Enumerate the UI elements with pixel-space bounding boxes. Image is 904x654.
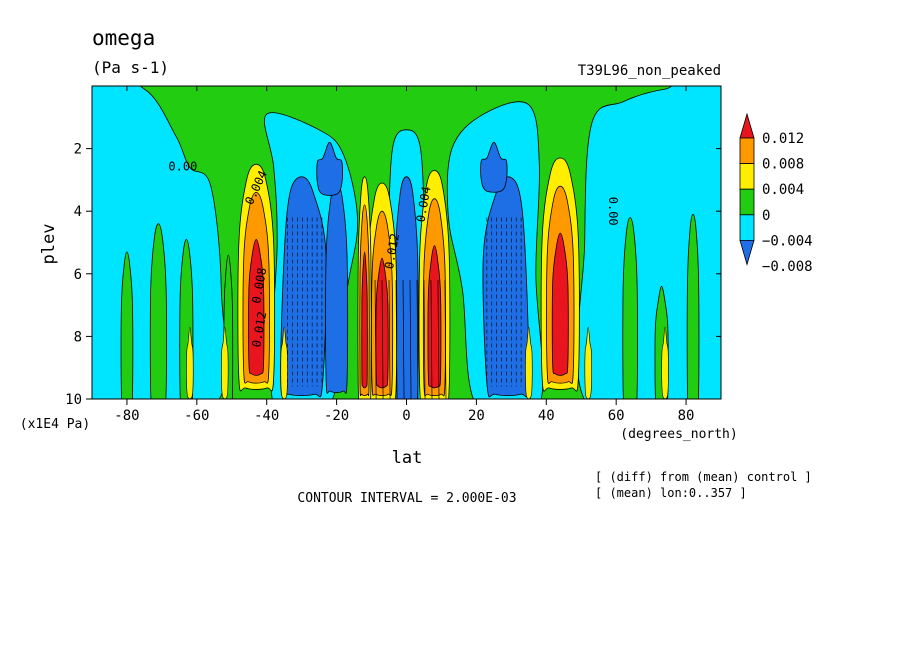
x-tick-label: 20 bbox=[468, 408, 485, 424]
contour-blue-column bbox=[394, 176, 419, 399]
contour-line bbox=[444, 280, 447, 399]
colorbar: 0.012 0.008 0.004 0 −0.004 −0.008 bbox=[739, 112, 813, 275]
contour-red-column bbox=[361, 251, 368, 389]
colorbar-tick-label: −0.008 bbox=[762, 259, 813, 275]
y-axis-units: (x1E4 Pa) bbox=[20, 417, 90, 432]
contour-blue-column bbox=[482, 176, 530, 398]
contour-line bbox=[395, 280, 398, 399]
colorbar-segment bbox=[739, 137, 755, 165]
plot-area bbox=[92, 86, 721, 399]
contour-interval-text: CONTOUR INTERVAL = 2.000E-03 bbox=[297, 491, 516, 506]
y-axis-title: plev bbox=[39, 224, 59, 265]
contour-red-column bbox=[375, 257, 389, 389]
contour-value-label: 0.008 bbox=[249, 267, 269, 305]
contour-green-column bbox=[120, 251, 134, 399]
chart-units: (Pa s-1) bbox=[92, 58, 169, 77]
y-tick-label: 2 bbox=[74, 142, 82, 158]
contour-line bbox=[409, 280, 412, 399]
x-tick-label: -20 bbox=[324, 408, 349, 424]
contour-value-label: 0.012 bbox=[382, 232, 402, 270]
chart-title: omega bbox=[92, 26, 155, 50]
y-tick-label: 6 bbox=[74, 267, 82, 283]
note-mean: [ (mean) lon:0..357 ] bbox=[595, 486, 747, 500]
x-tick-label: -60 bbox=[184, 408, 209, 424]
x-tick-label: 0 bbox=[402, 408, 410, 424]
contour-line bbox=[388, 280, 391, 399]
contour-fill-layer bbox=[92, 86, 721, 399]
contour-line bbox=[430, 280, 433, 399]
colorbar-tick-label: 0.008 bbox=[762, 157, 804, 173]
x-axis-title: lat bbox=[392, 448, 423, 468]
contour-blue-column bbox=[316, 141, 343, 196]
contour-line bbox=[416, 280, 419, 399]
colorbar-top-arrow bbox=[739, 112, 755, 139]
note-diff: [ (diff) from (mean) control ] bbox=[595, 470, 812, 484]
contour-value-label: 0.00 bbox=[168, 160, 197, 174]
x-tick-label: -40 bbox=[254, 408, 279, 424]
contour-line bbox=[374, 280, 377, 399]
contour-value-label: 0.012 bbox=[249, 310, 269, 348]
x-tick-label: -80 bbox=[114, 408, 139, 424]
colorbar-tick-label: 0.004 bbox=[762, 182, 804, 198]
colorbar-segment bbox=[739, 214, 755, 241]
contour-blue-column bbox=[325, 182, 349, 394]
y-tick-label: 8 bbox=[74, 329, 82, 345]
run-label: T39L96_non_peaked bbox=[578, 63, 721, 79]
contour-line bbox=[381, 280, 384, 399]
colorbar-tick-label: 0.012 bbox=[762, 131, 804, 147]
colorbar-bottom-arrow bbox=[739, 240, 755, 266]
contour-red-column bbox=[551, 232, 569, 376]
y-tick-label: 4 bbox=[74, 204, 82, 220]
x-tick-label: 60 bbox=[608, 408, 625, 424]
colorbar-tick-label: −0.004 bbox=[762, 233, 813, 249]
y-tick-label: 10 bbox=[65, 392, 82, 408]
contour-red-column bbox=[248, 238, 265, 376]
contour-value-label: 0.004 bbox=[413, 185, 433, 223]
contour-green-column bbox=[622, 217, 638, 399]
colorbar-tick-label: 0 bbox=[762, 208, 770, 224]
contour-blue-column bbox=[480, 141, 508, 193]
contour-blue-column bbox=[280, 176, 327, 398]
contour-line bbox=[402, 280, 405, 399]
contour-line bbox=[423, 280, 426, 399]
colorbar-segment bbox=[739, 188, 755, 216]
contour-cyan-region bbox=[576, 86, 721, 399]
contour-green-column bbox=[149, 223, 167, 399]
contour-green-column bbox=[686, 213, 700, 399]
x-axis-units: (degrees_north) bbox=[620, 427, 737, 442]
colorbar-segment bbox=[739, 163, 755, 190]
contour-value-label: 0.00 bbox=[606, 197, 620, 226]
x-tick-label: 80 bbox=[678, 408, 695, 424]
x-tick-label: 40 bbox=[538, 408, 555, 424]
axes-layer: -80 -60 -40 -20 0 20 40 60 80 2 4 6 8 10 bbox=[65, 86, 721, 424]
contour-line bbox=[437, 280, 440, 399]
contour-line-layer bbox=[287, 217, 522, 399]
